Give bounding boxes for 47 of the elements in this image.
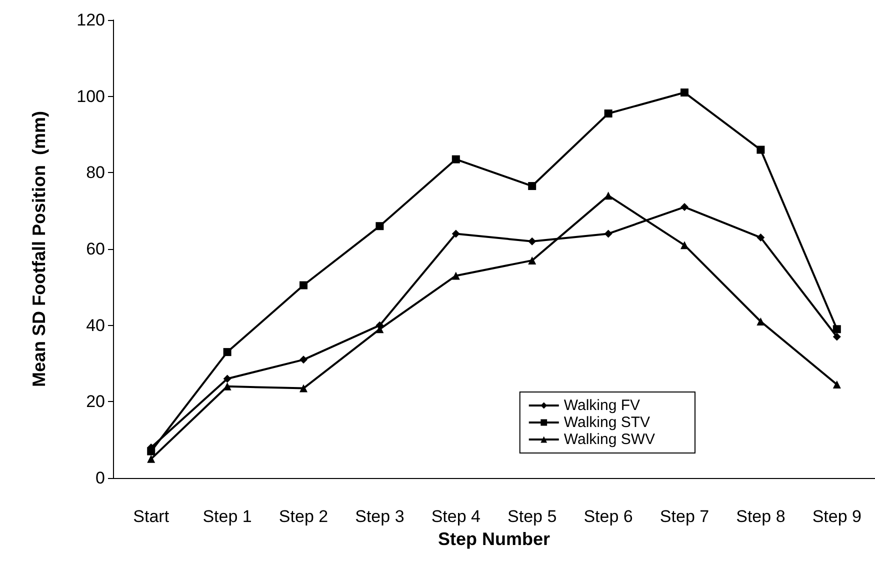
point	[756, 318, 765, 326]
point	[832, 332, 841, 341]
point	[680, 203, 688, 212]
point	[376, 222, 384, 230]
y-tick-label: 100	[76, 86, 105, 106]
point	[680, 241, 688, 250]
point	[452, 272, 460, 280]
point	[452, 155, 460, 164]
point	[528, 237, 536, 246]
point	[756, 234, 765, 242]
x-tick-label: Step 3	[355, 507, 404, 526]
x-axis-title: Step Number	[438, 528, 550, 549]
point	[604, 230, 612, 238]
point	[147, 454, 156, 463]
point	[604, 110, 612, 118]
y-tick-label: 80	[86, 163, 105, 182]
point	[223, 348, 232, 356]
y-tick-label: 20	[86, 392, 105, 412]
y-tick-label: 60	[86, 240, 105, 258]
x-tick-label: Step 6	[584, 507, 633, 526]
x-tick-label: Step 4	[431, 507, 480, 526]
x-tick-label: Step 7	[660, 507, 710, 526]
point	[756, 146, 765, 154]
point	[832, 325, 841, 334]
x-tick-label: Step 9	[812, 507, 862, 526]
point	[300, 384, 308, 392]
point	[223, 374, 232, 383]
x-tick-label: Step 8	[736, 507, 786, 526]
x-tick-label: Start	[133, 507, 170, 526]
point	[452, 230, 460, 238]
point	[832, 380, 841, 388]
point	[528, 182, 536, 190]
x-tick-label: Step 1	[202, 507, 252, 526]
point	[680, 88, 688, 97]
y-tick-label: 40	[86, 316, 105, 335]
point	[528, 256, 536, 264]
x-tick-label: Step 2	[278, 507, 328, 526]
x-tick-label: Step 5	[508, 507, 557, 526]
y-tick-label: 120	[76, 10, 105, 30]
y-tick-label: 0	[96, 468, 105, 488]
point	[300, 356, 308, 364]
legend-label: Walking SWV	[564, 431, 656, 448]
legend-label: Walking STV	[564, 414, 650, 431]
point	[604, 192, 612, 200]
y-axis-title: Mean SD Footfall Position (mm)	[29, 110, 49, 388]
legend-label: Walking FV	[564, 397, 640, 414]
point	[300, 281, 308, 290]
